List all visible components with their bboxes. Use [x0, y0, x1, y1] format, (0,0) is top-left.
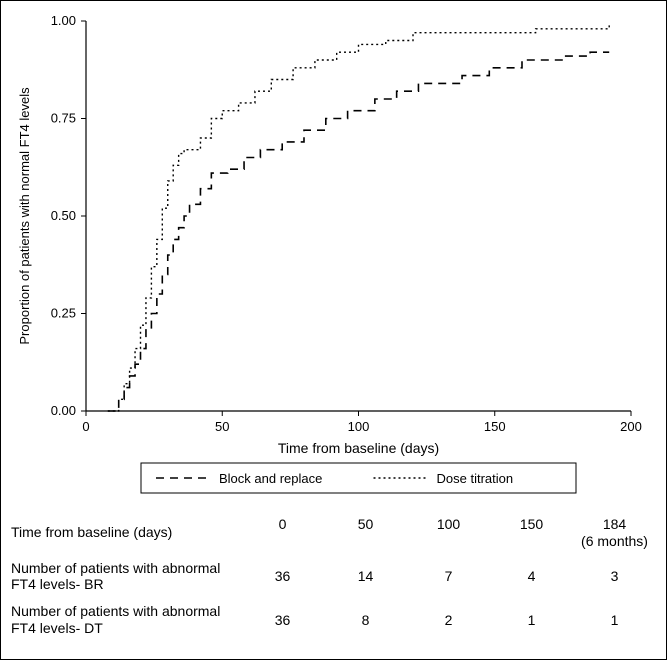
table-cell: 0 [241, 516, 324, 550]
table-cell: 8 [324, 612, 407, 629]
table-cell: 3 [573, 568, 656, 585]
svg-text:Proportion of patients with no: Proportion of patients with normal FT4 l… [17, 87, 32, 345]
table-cell: 36 [241, 612, 324, 629]
svg-text:Time from baseline (days): Time from baseline (days) [278, 440, 439, 456]
figure-container: 0.000.250.500.751.00050100150200Time fro… [0, 0, 667, 660]
table-row: Time from baseline (days)050100150184(6 … [11, 516, 656, 550]
table-cell: 1 [490, 612, 573, 629]
row-label: Number of patients with abnormal FT4 lev… [11, 560, 241, 594]
row-label: Time from baseline (days) [11, 524, 241, 541]
svg-text:100: 100 [348, 419, 370, 434]
data-table: Time from baseline (days)050100150184(6 … [11, 516, 656, 647]
table-cell: 4 [490, 568, 573, 585]
table-cell: 100 [407, 516, 490, 550]
table-cell: 50 [324, 516, 407, 550]
table-cell: 7 [407, 568, 490, 585]
table-cell: 36 [241, 568, 324, 585]
survival-chart: 0.00 0.25 0.50 0.75 1.00 0 50 100 150 200 Time fro… [11, 11, 656, 501]
table-cell: 150 [490, 516, 573, 550]
svg-text:0: 0 [82, 419, 89, 434]
chart-area: 0.00 0.25 0.50 0.75 1.00 0 50 100 150 200 Time fro… [11, 11, 656, 501]
table-cell: 184(6 months) [573, 516, 656, 550]
svg-text:0.75: 0.75 [51, 111, 76, 126]
table-cell: 14 [324, 568, 407, 585]
table-cell: 2 [407, 612, 490, 629]
row-label: Number of patients with abnormal FT4 lev… [11, 603, 241, 637]
svg-text:50: 50 [215, 419, 229, 434]
svg-text:0.00: 0.00 [51, 403, 76, 418]
svg-text:0.25: 0.25 [51, 306, 76, 321]
table-cell: 1 [573, 612, 656, 629]
svg-text:Dose titration: Dose titration [437, 471, 514, 486]
table-row: Number of patients with abnormal FT4 lev… [11, 560, 656, 594]
table-row: Number of patients with abnormal FT4 lev… [11, 603, 656, 637]
svg-text:0.50: 0.50 [51, 208, 76, 223]
svg-text:150: 150 [484, 419, 506, 434]
svg-text:Block and replace: Block and replace [219, 471, 322, 486]
svg-text:200: 200 [620, 419, 642, 434]
svg-text:1.00: 1.00 [51, 13, 76, 28]
